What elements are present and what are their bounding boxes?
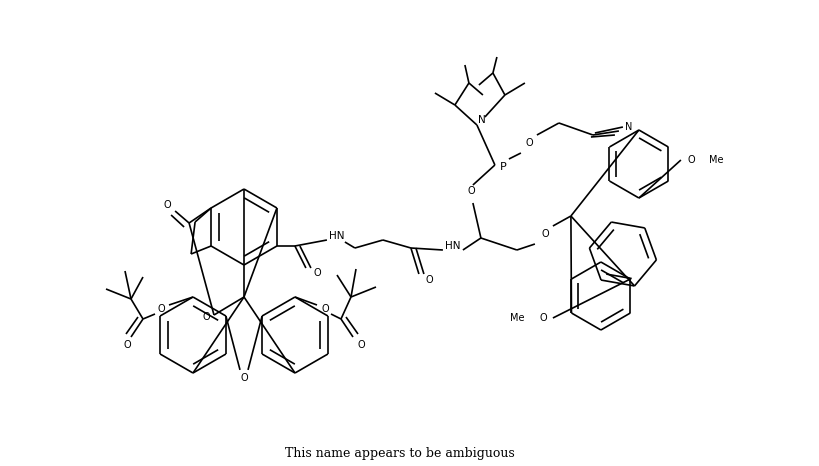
Text: O: O [240, 373, 248, 383]
Text: O: O [157, 304, 165, 314]
Text: O: O [202, 312, 210, 322]
Text: P: P [500, 162, 506, 172]
Text: O: O [541, 229, 549, 239]
Text: This name appears to be ambiguous: This name appears to be ambiguous [285, 446, 515, 459]
Text: Me: Me [510, 313, 525, 323]
Text: N: N [478, 115, 486, 125]
Text: O: O [163, 200, 171, 210]
Text: O: O [467, 186, 475, 196]
Text: O: O [313, 268, 321, 278]
Text: HN: HN [329, 231, 345, 241]
Text: Me: Me [709, 155, 723, 165]
Text: O: O [525, 138, 532, 148]
Text: O: O [425, 275, 432, 285]
Text: HN: HN [446, 241, 460, 251]
Text: O: O [123, 340, 131, 350]
Text: N: N [625, 122, 632, 132]
Text: O: O [357, 340, 364, 350]
Text: O: O [687, 155, 695, 165]
Text: O: O [539, 313, 547, 323]
Text: O: O [321, 304, 328, 314]
